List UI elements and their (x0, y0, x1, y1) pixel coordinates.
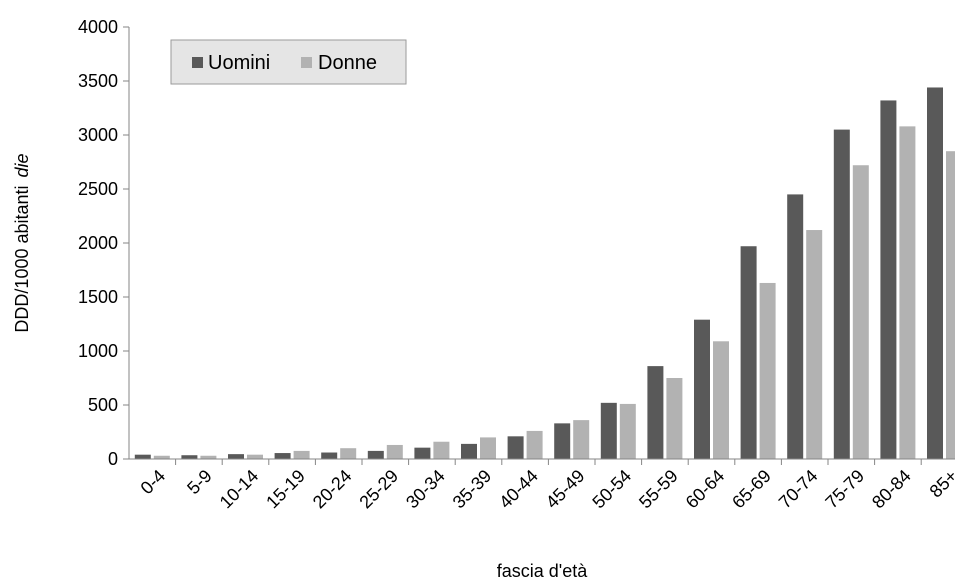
legend: Uomini Donne (170, 39, 407, 85)
y-tick-label: 2500 (78, 179, 118, 199)
x-tick-label: 80-84 (868, 466, 915, 513)
x-tick-label: 85+ (926, 466, 955, 502)
bar-uomini-45-49 (554, 423, 571, 459)
bar-uomini-85+ (927, 87, 943, 459)
x-tick-label: 30-34 (402, 466, 449, 513)
x-tick-label: 10-14 (216, 466, 263, 513)
legend-label-donne: Donne (318, 52, 377, 74)
y-tick-label: 3500 (78, 71, 118, 91)
bar-donne-75-79 (852, 165, 869, 460)
y-tick-label: 500 (88, 395, 118, 415)
x-tick-label: 5-9 (183, 466, 216, 499)
bar-donne-35-39 (480, 437, 496, 459)
x-tick-label: 25-29 (355, 466, 402, 513)
bar-donne-25-29 (386, 444, 403, 459)
bar-donne-10-14 (247, 454, 263, 459)
bar-uomini-65-69 (740, 246, 757, 459)
x-tick-label: 35-39 (449, 466, 496, 513)
y-axis-ticks: 0 500 1000 1500 2000 2500 3000 3500 4000 (78, 17, 129, 469)
x-tick-label: 20-24 (309, 466, 356, 513)
bar-uomini-5-9 (181, 455, 198, 459)
y-axis-title-main: DDD/1000 abitanti (12, 185, 32, 332)
bar-uomini-35-39 (461, 443, 477, 459)
bar-uomini-55-59 (647, 366, 664, 459)
bar-uomini-25-29 (367, 450, 384, 459)
bar-donne-30-34 (433, 441, 450, 459)
bar-uomini-15-19 (274, 453, 291, 459)
bar-donne-45-49 (573, 420, 590, 459)
bar-donne-85+ (946, 151, 955, 459)
bar-donne-80-84 (899, 126, 916, 460)
y-tick-label: 1000 (78, 341, 118, 361)
bar-donne-60-64 (713, 341, 729, 459)
bar-uomini-60-64 (694, 319, 710, 459)
bar-uomini-80-84 (880, 100, 897, 459)
x-tick-label: 60-64 (682, 466, 729, 513)
x-tick-label: 40-44 (495, 466, 542, 513)
y-tick-label: 1500 (78, 287, 118, 307)
bar-uomini-20-24 (321, 452, 338, 459)
x-tick-label: 75-79 (821, 466, 868, 513)
bar-uomini-10-14 (228, 454, 244, 459)
bar-uomini-30-34 (414, 447, 431, 459)
bar-uomini-75-79 (833, 129, 850, 459)
bar-donne-15-19 (293, 450, 310, 459)
y-axis-title-italic: die (12, 153, 32, 177)
x-tick-label: 50-54 (588, 466, 635, 513)
bar-donne-50-54 (619, 403, 636, 459)
bar-donne-65-69 (759, 282, 776, 459)
x-tick-label: 70-74 (775, 466, 822, 513)
x-tick-label: 55-59 (635, 466, 682, 513)
bar-donne-20-24 (340, 448, 357, 459)
x-axis-ticks: 0-4 5-9 10-14 15-19 20-24 25-29 30-34 35-39 40-4… (137, 459, 955, 512)
x-tick-label: 45-49 (542, 466, 589, 513)
bar-donne-40-44 (526, 430, 543, 459)
legend-box (170, 39, 407, 85)
y-tick-label: 0 (108, 449, 118, 469)
bar-donne-5-9 (200, 455, 217, 459)
bars (134, 87, 955, 460)
bar-uomini-70-74 (787, 194, 804, 459)
legend-swatch-uomini (192, 57, 203, 68)
y-axis-title: DDD/1000 abitanti die (12, 153, 32, 332)
bar-uomini-40-44 (507, 436, 524, 459)
bar-donne-70-74 (806, 230, 823, 459)
bar-uomini-50-54 (600, 402, 617, 459)
y-tick-label: 4000 (78, 17, 118, 37)
y-tick-label: 2000 (78, 233, 118, 253)
x-tick-label: 65-69 (728, 466, 775, 513)
y-tick-label: 3000 (78, 125, 118, 145)
bar-donne-0-4 (153, 455, 170, 459)
legend-label-uomini: Uomini (208, 52, 270, 74)
legend-swatch-donne (301, 57, 312, 68)
x-tick-label: 0-4 (137, 466, 170, 499)
bar-donne-55-59 (666, 378, 683, 459)
bar-uomini-0-4 (134, 454, 151, 459)
x-tick-label: 15-19 (262, 466, 309, 513)
x-axis-title: fascia d'età (497, 561, 588, 581)
